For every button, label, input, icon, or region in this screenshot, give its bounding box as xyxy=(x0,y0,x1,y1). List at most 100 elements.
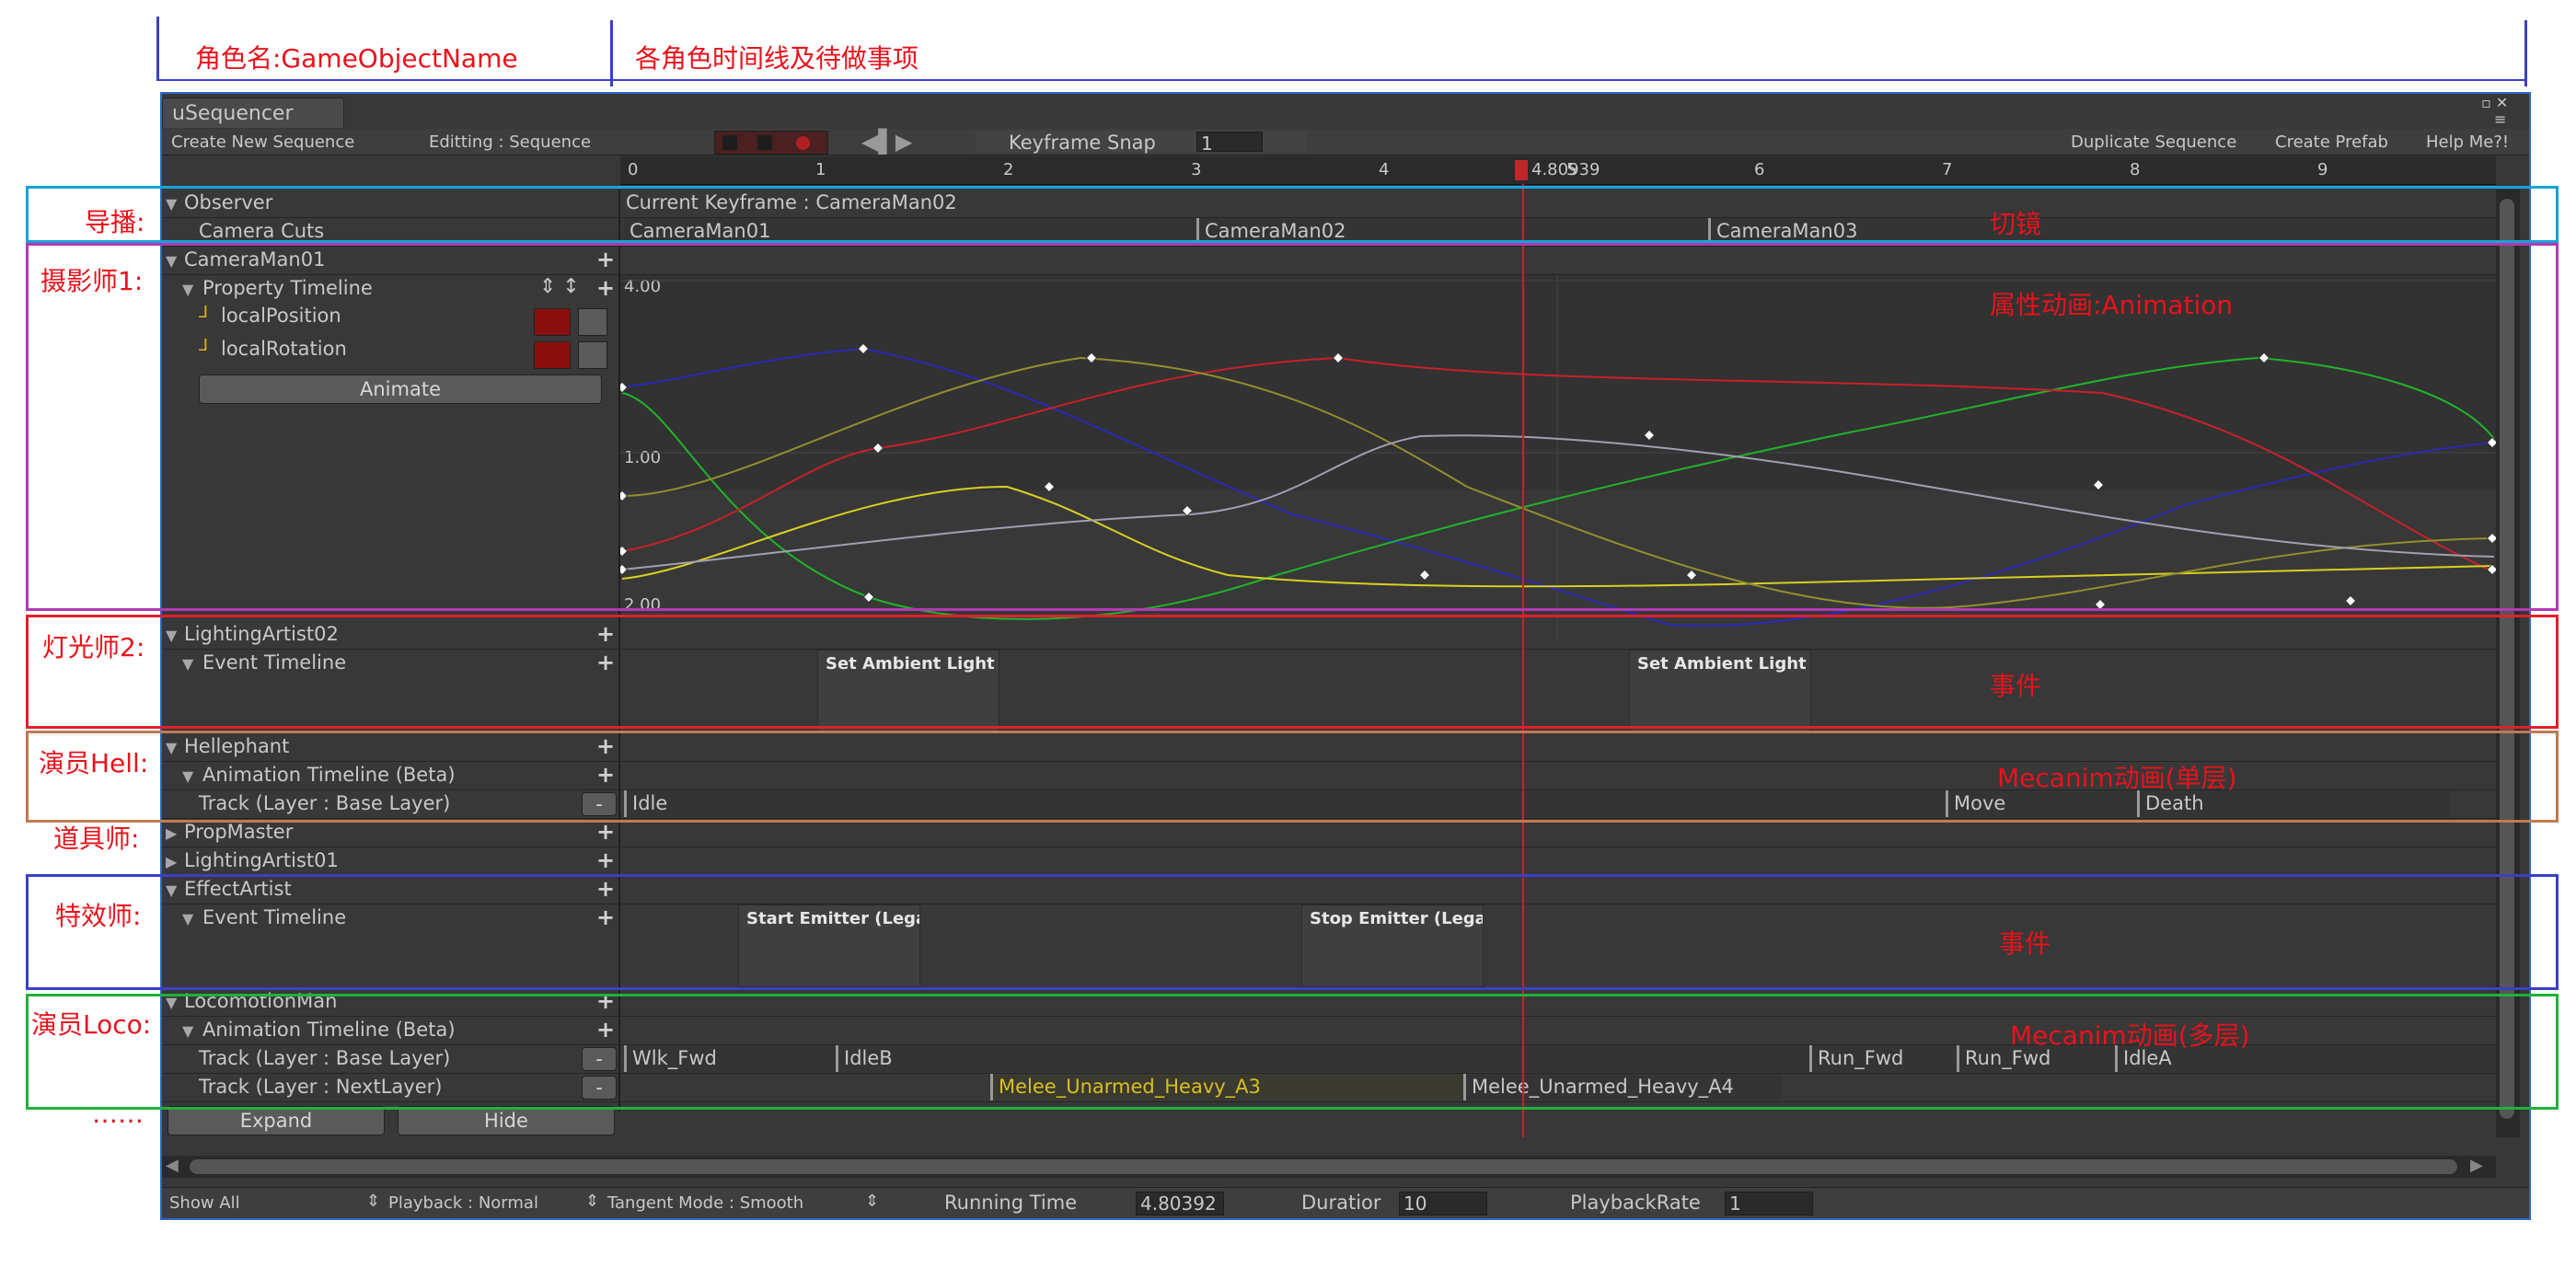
property-option-button[interactable] xyxy=(578,308,607,336)
track-name[interactable]: Observer xyxy=(184,191,273,213)
remove-track-button[interactable]: - xyxy=(582,1076,617,1100)
event-clip[interactable]: Start Emitter (Lega xyxy=(738,904,920,987)
help-button[interactable]: Help Me?! xyxy=(2426,132,2510,152)
horizontal-scrollbar-thumb[interactable] xyxy=(190,1159,2457,1174)
animation-clip[interactable]: Wlk_Fwd xyxy=(624,1045,836,1072)
window-tab[interactable]: uSequencer xyxy=(162,98,344,128)
annotation-box-camera xyxy=(26,243,2559,611)
expand-triangle-icon[interactable]: ▼ xyxy=(166,195,178,213)
loco-anim-row: ▼ Animation Timeline (Beta) + xyxy=(162,1017,2496,1045)
annotation-mecanim-multi: Mecanim动画(多层) xyxy=(2010,1020,2250,1051)
add-icon[interactable]: + xyxy=(596,762,616,788)
collapse-triangle-icon[interactable]: ▶ xyxy=(166,853,178,870)
duration-field[interactable]: 10 xyxy=(1399,1192,1487,1215)
add-icon[interactable]: + xyxy=(596,621,616,647)
animation-clip[interactable]: Melee_Unarmed_Heavy_A3 xyxy=(990,1074,1463,1100)
add-icon[interactable]: + xyxy=(596,876,616,902)
annotation-header-right: 各角色时间线及待做事项 xyxy=(635,43,919,74)
scroll-right-icon[interactable]: ▶ xyxy=(2470,1156,2483,1175)
ruler-tick: 0 xyxy=(628,160,639,179)
duplicate-sequence-button[interactable]: Duplicate Sequence xyxy=(2071,132,2237,152)
playback-rate-field[interactable]: 1 xyxy=(1725,1192,1813,1215)
vertical-scrollbar[interactable] xyxy=(2496,190,2520,1137)
animation-clip[interactable]: Run_Fwd xyxy=(1957,1045,2115,1072)
tangent-mode-dropdown[interactable]: Tangent Mode : Smooth xyxy=(607,1193,804,1213)
add-icon[interactable]: + xyxy=(596,904,616,930)
playback-rate-label: PlaybackRate xyxy=(1570,1192,1701,1214)
add-icon[interactable]: + xyxy=(596,819,616,845)
expand-triangle-icon[interactable]: ▼ xyxy=(182,767,194,785)
record-icon[interactable] xyxy=(796,136,810,150)
expand-triangle-icon[interactable]: ▼ xyxy=(182,910,194,927)
propmaster-row: ▶ PropMaster + xyxy=(162,819,2496,847)
playhead-marker[interactable] xyxy=(1515,160,1528,180)
keyframe-snap-input[interactable]: 1 xyxy=(1196,132,1263,155)
loco-base-track-row: Track (Layer : Base Layer) - Wlk_Fwd Idl… xyxy=(162,1045,2496,1074)
expand-triangle-icon[interactable]: ▼ xyxy=(166,627,178,644)
record-controls xyxy=(714,131,828,155)
animate-button[interactable]: Animate xyxy=(199,374,602,404)
add-icon[interactable]: + xyxy=(596,650,616,675)
time-ruler[interactable]: 0 1 2 3 4 5 6 7 8 9 4.80939 xyxy=(620,156,2496,185)
duration-label: Duratior xyxy=(1301,1192,1381,1214)
animation-clip[interactable]: Move xyxy=(1946,790,2137,817)
remove-property-button[interactable] xyxy=(534,308,571,336)
track-name[interactable]: LightingArtist02 xyxy=(184,623,339,645)
animation-clip[interactable]: Run_Fwd xyxy=(1809,1045,1957,1072)
expand-triangle-icon[interactable]: ▼ xyxy=(182,655,194,673)
show-all-dropdown[interactable]: Show All xyxy=(169,1193,240,1213)
horizontal-scrollbar[interactable]: ◀ ▶ xyxy=(162,1156,2496,1178)
expand-triangle-icon[interactable]: ▼ xyxy=(166,739,178,756)
track-name[interactable]: CameraMan01 xyxy=(184,248,326,271)
curve-mode-icon[interactable]: ⇕ ↕ xyxy=(539,275,580,298)
event-clip[interactable]: Stop Emitter (Legac xyxy=(1301,904,1484,987)
create-prefab-button[interactable]: Create Prefab xyxy=(2275,132,2388,152)
property-option-button[interactable] xyxy=(578,341,607,369)
add-icon[interactable]: + xyxy=(596,733,616,759)
collapse-triangle-icon[interactable]: ▶ xyxy=(166,824,178,842)
loco-next-clip-lane: Melee_Unarmed_Heavy_A3 Melee_Unarmed_Hea… xyxy=(624,1074,2496,1101)
add-icon[interactable]: + xyxy=(596,1017,616,1042)
step-controls-icon[interactable]: ◀▌▶ xyxy=(861,129,913,155)
remove-track-button[interactable]: - xyxy=(582,792,617,816)
expand-triangle-icon[interactable]: ▼ xyxy=(182,281,194,298)
hide-button[interactable]: Hide xyxy=(398,1106,615,1135)
animation-clip[interactable]: IdleB xyxy=(836,1045,1809,1072)
expand-triangle-icon[interactable]: ▼ xyxy=(166,252,178,270)
track-name[interactable]: EffectArtist xyxy=(184,878,292,900)
curve-keyframe xyxy=(620,545,629,558)
menu-icon[interactable]: ≡ xyxy=(2494,110,2507,128)
playback-dropdown[interactable]: Playback : Normal xyxy=(388,1193,538,1213)
track-name[interactable]: PropMaster xyxy=(184,821,294,843)
add-icon[interactable]: + xyxy=(596,275,616,301)
animation-clip[interactable]: Death xyxy=(2137,790,2450,817)
ruler-tick: 9 xyxy=(2317,160,2328,179)
event-clip[interactable]: Set Ambient Light xyxy=(817,650,999,732)
expand-button[interactable]: Expand xyxy=(167,1106,385,1135)
expand-triangle-icon[interactable]: ▼ xyxy=(182,1022,194,1040)
animation-clip[interactable]: Melee_Unarmed_Heavy_A4 xyxy=(1463,1074,1782,1100)
track-name[interactable]: LightingArtist01 xyxy=(184,849,339,871)
running-time-field[interactable]: 4.80392 xyxy=(1136,1192,1224,1215)
editing-sequence-dropdown[interactable]: Editting : Sequence xyxy=(429,132,592,152)
event-clip[interactable]: Set Ambient Light xyxy=(1629,650,1811,732)
track-name[interactable]: Hellephant xyxy=(184,735,290,757)
add-icon[interactable]: + xyxy=(596,247,616,272)
property-name: localPosition xyxy=(221,305,341,327)
curve-editor[interactable]: 4.00 1.00 2.00 xyxy=(620,275,2496,643)
create-new-sequence-button[interactable]: Create New Sequence xyxy=(171,132,355,152)
expand-triangle-icon[interactable]: ▼ xyxy=(166,994,178,1011)
expand-triangle-icon[interactable]: ▼ xyxy=(166,881,178,899)
remove-track-button[interactable]: - xyxy=(582,1047,617,1071)
window-controls-icon[interactable]: ▫ ✕ xyxy=(2481,94,2509,111)
scroll-left-icon[interactable]: ◀ xyxy=(166,1156,179,1175)
curve-keyframes xyxy=(620,342,2496,611)
vertical-scrollbar-thumb[interactable] xyxy=(2500,199,2514,1119)
stop-icon[interactable] xyxy=(757,135,772,150)
animation-clip[interactable]: IdleA xyxy=(2115,1045,2496,1072)
stop-icon[interactable] xyxy=(722,135,737,150)
add-icon[interactable]: + xyxy=(596,847,616,873)
animation-clip[interactable]: Idle xyxy=(624,790,1946,817)
curve-keyframe xyxy=(2092,478,2105,491)
remove-property-button[interactable] xyxy=(534,341,571,369)
